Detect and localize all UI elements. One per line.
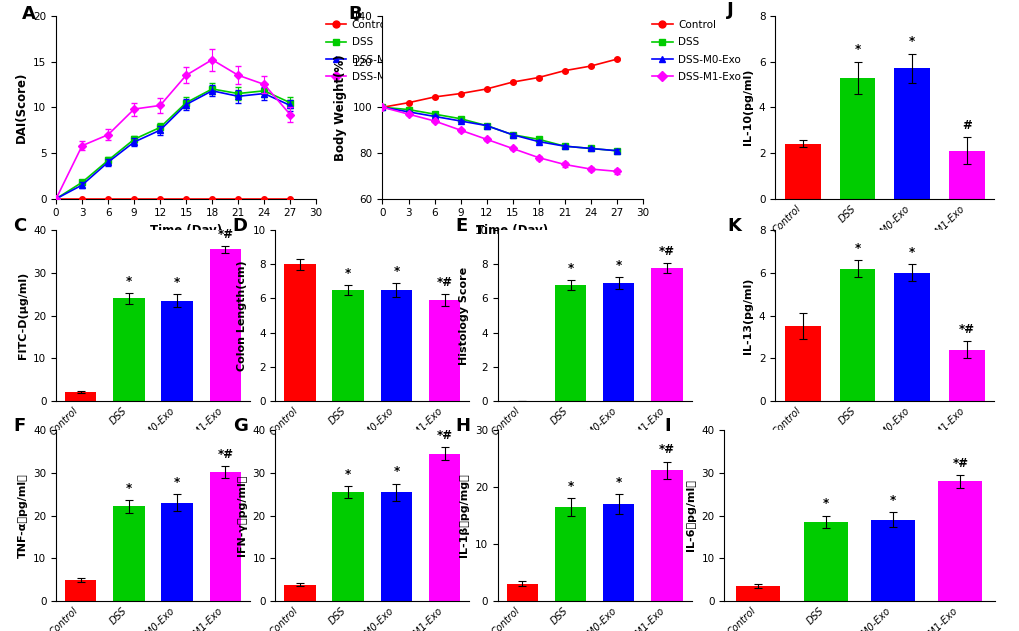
Text: *: * xyxy=(854,43,860,56)
Text: *#: *# xyxy=(217,447,233,461)
Text: *: * xyxy=(854,242,860,255)
Text: B: B xyxy=(348,5,362,23)
Y-axis label: TNF-α（pg/ml）: TNF-α（pg/ml） xyxy=(17,473,28,558)
Bar xyxy=(65,392,96,401)
Text: #: # xyxy=(961,119,971,131)
Y-axis label: Body Weight(%): Body Weight(%) xyxy=(334,54,347,160)
Text: I: I xyxy=(664,416,671,435)
Bar xyxy=(894,273,929,401)
Bar xyxy=(113,506,145,601)
Text: K: K xyxy=(727,216,740,235)
Text: *#: *# xyxy=(658,245,675,257)
Bar xyxy=(332,492,364,601)
Bar xyxy=(839,78,874,199)
Bar xyxy=(161,503,193,601)
Bar xyxy=(210,472,240,601)
Y-axis label: FITC-D(μg/ml): FITC-D(μg/ml) xyxy=(17,272,28,359)
Text: *: * xyxy=(393,466,399,478)
Text: F: F xyxy=(13,416,25,435)
Text: *: * xyxy=(344,468,351,481)
Text: D: D xyxy=(232,216,248,235)
Bar xyxy=(380,290,412,401)
Bar xyxy=(894,68,929,199)
Bar xyxy=(651,470,682,601)
Text: C: C xyxy=(13,216,26,235)
Legend: Control, DSS, DSS-M0-Exo, DSS-M1-Exo: Control, DSS, DSS-M0-Exo, DSS-M1-Exo xyxy=(321,16,418,86)
Text: *: * xyxy=(393,265,399,278)
X-axis label: Time (Day): Time (Day) xyxy=(476,224,548,237)
Text: *: * xyxy=(821,497,828,510)
X-axis label: Time (Day): Time (Day) xyxy=(150,224,222,237)
Bar xyxy=(785,326,820,401)
Text: A: A xyxy=(22,5,36,23)
Text: J: J xyxy=(727,1,733,19)
Bar xyxy=(948,151,983,199)
Bar xyxy=(429,300,460,401)
Text: *#: *# xyxy=(958,323,974,336)
Y-axis label: Colon Length(cm): Colon Length(cm) xyxy=(236,260,247,371)
Text: *: * xyxy=(615,476,622,489)
Text: *: * xyxy=(344,267,351,280)
Text: *: * xyxy=(615,259,622,272)
Text: *: * xyxy=(889,494,896,507)
Text: *: * xyxy=(125,481,131,495)
Y-axis label: IL-13(pg/ml): IL-13(pg/ml) xyxy=(743,277,753,354)
Bar xyxy=(506,584,537,601)
Text: E: E xyxy=(454,216,467,235)
Y-axis label: IL-1β（pg/mg）: IL-1β（pg/mg） xyxy=(459,474,469,557)
Y-axis label: Histology Score: Histology Score xyxy=(459,266,469,365)
Text: G: G xyxy=(232,416,248,435)
Bar xyxy=(602,504,634,601)
Text: *: * xyxy=(908,35,914,48)
Bar xyxy=(161,300,193,401)
Text: *: * xyxy=(567,262,573,274)
Bar xyxy=(554,285,586,401)
Bar xyxy=(839,269,874,401)
Bar xyxy=(554,507,586,601)
Bar xyxy=(948,350,983,401)
Text: *#: *# xyxy=(952,457,967,470)
Bar xyxy=(284,584,315,601)
Text: H: H xyxy=(454,416,470,435)
Text: *#: *# xyxy=(436,276,452,289)
Text: *#: *# xyxy=(217,228,233,241)
Text: *: * xyxy=(174,276,180,289)
Bar xyxy=(210,249,240,401)
Text: *: * xyxy=(125,275,131,288)
Bar xyxy=(785,144,820,199)
Bar xyxy=(870,520,914,601)
Y-axis label: IL-6（pg/ml）: IL-6（pg/ml） xyxy=(685,480,695,551)
Y-axis label: IFN-γ（pg/ml）: IFN-γ（pg/ml） xyxy=(236,475,247,556)
Bar xyxy=(284,264,315,401)
Bar xyxy=(736,586,780,601)
Y-axis label: IL-10(pg/ml): IL-10(pg/ml) xyxy=(743,69,753,146)
Bar xyxy=(651,268,682,401)
Bar xyxy=(332,290,364,401)
Bar xyxy=(602,283,634,401)
Bar xyxy=(429,454,460,601)
Text: *: * xyxy=(174,476,180,489)
Bar xyxy=(937,481,981,601)
Bar xyxy=(380,492,412,601)
Text: *: * xyxy=(908,246,914,259)
Legend: Control, DSS, DSS-M0-Exo, DSS-M1-Exo: Control, DSS, DSS-M0-Exo, DSS-M1-Exo xyxy=(647,16,744,86)
Bar xyxy=(113,298,145,401)
Y-axis label: DAI(Score): DAI(Score) xyxy=(14,71,28,143)
Bar xyxy=(65,581,96,601)
Text: *: * xyxy=(567,480,573,493)
Text: *#: *# xyxy=(436,429,452,442)
Text: *#: *# xyxy=(658,444,675,456)
Bar xyxy=(803,522,847,601)
